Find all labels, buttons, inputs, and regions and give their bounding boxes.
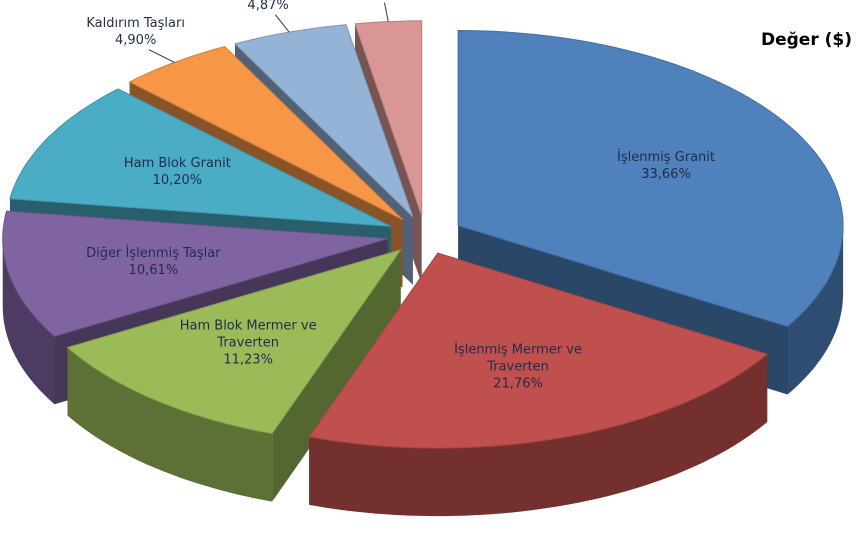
chart-title: Değer ($)	[760, 30, 852, 50]
category-label: Kaldırım Taşları	[86, 15, 185, 31]
data-label: Ham Blok Mermer ve Traverten 11,23%	[158, 317, 338, 368]
data-label: İşlenmiş Granit 33,66%	[576, 149, 756, 183]
slice-side	[787, 225, 844, 395]
slice-side	[2, 238, 55, 405]
slice-side	[309, 354, 768, 517]
category-label: İşlenmiş Granit	[617, 150, 716, 166]
slice	[128, 45, 403, 220]
leader-line	[384, 2, 389, 22]
leader-line	[274, 14, 290, 33]
leader-line	[148, 49, 175, 63]
data-label: Ham Blok Granit 10,20%	[87, 155, 267, 189]
value-label: 10,61%	[128, 262, 179, 278]
value-label: 11,23%	[223, 352, 273, 368]
slice	[457, 29, 844, 328]
category-label: Ham Blok Mermer ve Traverten	[179, 318, 317, 351]
slice	[234, 24, 414, 218]
slice	[2, 210, 388, 337]
value-label: 21,76%	[493, 376, 543, 392]
slice-side	[67, 347, 273, 502]
data-label: Diğer İşlenmiş Taşlar 10,61%	[63, 245, 243, 279]
category-label: Ham Blok Granit	[123, 156, 231, 172]
category-label: İşlenmiş Mermer ve Traverten	[454, 342, 582, 375]
slice	[66, 248, 402, 435]
value-label: 4,90%	[115, 32, 157, 48]
value-label: 33,66%	[641, 167, 691, 183]
category-label: Diğer İşlenmiş Taşlar	[86, 245, 221, 261]
value-label: 4,87%	[247, 0, 289, 13]
data-label: Kaldırım Taşları 4,90%	[61, 15, 211, 49]
data-label: İşlenmiş Mermer ve Traverten 21,76%	[428, 341, 608, 392]
value-label: 2,77%	[308, 0, 458, 2]
value-label: 10,20%	[152, 173, 203, 189]
data-label: Diğer Ham Blok Taşlar2,77%	[308, 0, 458, 2]
slice	[9, 88, 392, 227]
data-label: İşlenmiş Kayağan Taşı4,87%	[193, 0, 343, 14]
slice	[308, 252, 769, 449]
slice	[354, 20, 423, 216]
